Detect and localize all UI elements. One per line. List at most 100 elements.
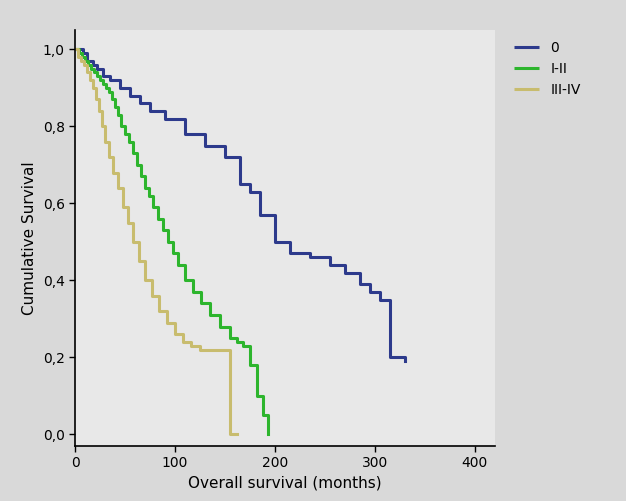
I-II	[169, 250, 177, 257]
III-IV	[135, 258, 143, 264]
Line: I-II: I-II	[75, 49, 268, 434]
Legend: 0, I-II, III-IV: 0, I-II, III-IV	[510, 37, 585, 101]
I-II	[130, 150, 137, 156]
I-II	[81, 58, 89, 64]
III-IV	[141, 278, 149, 284]
I-II	[233, 339, 240, 345]
III-IV	[148, 293, 156, 299]
I-II	[259, 412, 267, 418]
III-IV	[101, 139, 109, 145]
I-II	[159, 227, 167, 233]
I-II	[164, 239, 172, 245]
0	[376, 297, 384, 303]
III-IV	[80, 62, 88, 68]
I-II	[145, 192, 153, 198]
0	[181, 131, 188, 137]
III-IV	[130, 239, 137, 245]
III-IV	[125, 219, 132, 225]
III-IV	[179, 339, 187, 345]
0	[386, 354, 394, 360]
0	[106, 77, 114, 83]
I-II	[137, 173, 145, 179]
I-II	[75, 50, 83, 56]
III-IV	[98, 123, 106, 129]
I-II	[115, 112, 122, 118]
0	[100, 73, 107, 79]
III-IV	[105, 154, 113, 160]
I-II	[102, 85, 110, 91]
I-II	[105, 89, 113, 95]
0	[90, 62, 97, 68]
III-IV	[93, 96, 100, 102]
0	[401, 358, 408, 364]
I-II	[88, 66, 95, 72]
Y-axis label: Cumulative Survival: Cumulative Survival	[22, 161, 37, 315]
0	[126, 93, 134, 99]
0	[116, 85, 124, 91]
III-IV	[110, 169, 117, 175]
I-II	[100, 81, 107, 87]
0	[162, 116, 169, 122]
0	[71, 46, 79, 52]
III-IV	[86, 77, 94, 83]
I-II	[216, 324, 223, 330]
I-II	[71, 46, 79, 52]
0	[286, 250, 294, 257]
I-II	[78, 54, 86, 60]
0	[201, 143, 208, 149]
I-II	[264, 431, 272, 437]
III-IV	[172, 331, 179, 337]
I-II	[197, 301, 205, 307]
0	[326, 262, 334, 268]
0	[271, 239, 279, 245]
I-II	[174, 262, 182, 268]
Line: III-IV: III-IV	[75, 49, 237, 434]
III-IV	[206, 347, 213, 353]
I-II	[93, 73, 101, 79]
I-II	[96, 77, 104, 83]
I-II	[125, 139, 133, 145]
III-IV	[233, 431, 240, 437]
I-II	[111, 104, 119, 110]
I-II	[189, 289, 197, 295]
0	[306, 254, 314, 260]
I-II	[141, 185, 149, 191]
I-II	[246, 362, 254, 368]
0	[236, 181, 244, 187]
III-IV	[71, 46, 79, 52]
I-II	[90, 70, 98, 76]
0	[366, 289, 374, 295]
III-IV	[187, 343, 195, 349]
I-II	[133, 162, 141, 168]
III-IV	[217, 347, 225, 353]
III-IV	[226, 431, 233, 437]
0	[80, 50, 87, 56]
III-IV	[90, 85, 97, 91]
I-II	[206, 312, 213, 318]
0	[246, 189, 254, 195]
I-II	[239, 343, 247, 349]
III-IV	[78, 58, 85, 64]
III-IV	[155, 308, 163, 314]
I-II	[149, 204, 156, 210]
X-axis label: Overall survival (months): Overall survival (months)	[188, 476, 382, 491]
I-II	[253, 393, 260, 399]
III-IV	[95, 108, 103, 114]
I-II	[181, 278, 188, 284]
0	[341, 270, 349, 276]
0	[356, 281, 364, 287]
I-II	[117, 123, 125, 129]
Line: 0: 0	[75, 49, 404, 361]
III-IV	[83, 70, 91, 76]
III-IV	[163, 320, 171, 326]
III-IV	[115, 185, 122, 191]
I-II	[85, 62, 92, 68]
0	[136, 100, 144, 106]
III-IV	[74, 54, 82, 60]
I-II	[154, 216, 162, 222]
0	[256, 212, 264, 218]
I-II	[226, 335, 233, 341]
III-IV	[120, 204, 127, 210]
0	[146, 108, 154, 114]
0	[93, 66, 101, 72]
